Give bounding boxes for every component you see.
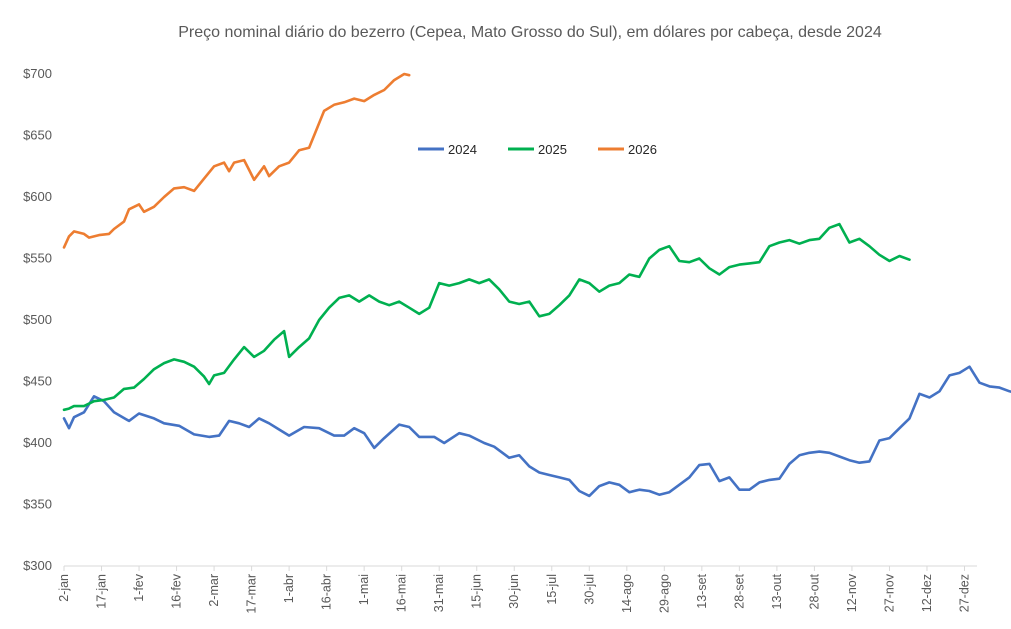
y-axis: $300 $350 $400 $450 $500 $550 $600 $650 $700 xyxy=(23,66,52,573)
x-tick-label: 28-out xyxy=(807,573,821,609)
series-line-2025 xyxy=(62,222,911,412)
x-tick-label: 1-fev xyxy=(132,573,146,602)
y-tick-label: $400 xyxy=(23,435,52,450)
x-tick-label: 13-set xyxy=(695,573,709,608)
x-tick-label: 16-abr xyxy=(320,574,334,610)
x-axis: 2-jan 17-jan 1-fev 16-fev 2-mar 17-mar 1-abr 16… xyxy=(57,565,977,614)
legend-label-2026: 2026 xyxy=(628,142,657,157)
series-lines xyxy=(62,72,1011,498)
series-line-2026 xyxy=(62,72,411,249)
x-tick-label: 15-jul xyxy=(545,574,559,605)
y-tick-label: $550 xyxy=(23,251,52,266)
y-tick-label: $600 xyxy=(23,189,52,204)
x-tick-label: 2-mar xyxy=(207,574,221,607)
y-tick-label: $650 xyxy=(23,128,52,143)
legend-label-2025: 2025 xyxy=(538,142,567,157)
x-tick-label: 13-out xyxy=(770,573,784,609)
y-tick-label: $300 xyxy=(23,558,52,573)
y-tick-label: $500 xyxy=(23,312,52,327)
legend: 2024 2025 2026 xyxy=(418,142,657,157)
series-line-2024 xyxy=(62,365,1011,498)
x-tick-label: 29-ago xyxy=(657,574,671,613)
x-tick-label: 15-jun xyxy=(470,574,484,609)
x-tick-label: 27-dez xyxy=(957,574,971,612)
x-tick-label: 2-jan xyxy=(57,574,71,602)
x-tick-label: 30-jun xyxy=(507,574,521,609)
chart-title: Preço nominal diário do bezerro (Cepea, … xyxy=(178,24,882,41)
legend-label-2024: 2024 xyxy=(448,142,477,157)
x-tick-label: 31-mai xyxy=(432,574,446,612)
x-tick-label: 16-mai xyxy=(395,574,409,612)
x-tick-label: 17-mar xyxy=(245,574,259,614)
x-tick-label: 17-jan xyxy=(95,574,109,609)
x-tick-label: 14-ago xyxy=(620,574,634,613)
x-tick-label: 30-jul xyxy=(582,574,596,605)
y-tick-label: $700 xyxy=(23,66,52,81)
x-tick-label: 12-dez xyxy=(920,574,934,612)
x-tick-label: 27-nov xyxy=(882,573,896,612)
x-tick-label: 12-nov xyxy=(845,573,859,612)
x-tick-label: 28-set xyxy=(732,573,746,608)
y-tick-label: $350 xyxy=(23,497,52,512)
x-tick-label: 1-abr xyxy=(282,574,296,603)
x-tick-label: 16-fev xyxy=(170,573,184,608)
x-tick-label: 1-mai xyxy=(357,574,371,605)
y-tick-label: $450 xyxy=(23,374,52,389)
